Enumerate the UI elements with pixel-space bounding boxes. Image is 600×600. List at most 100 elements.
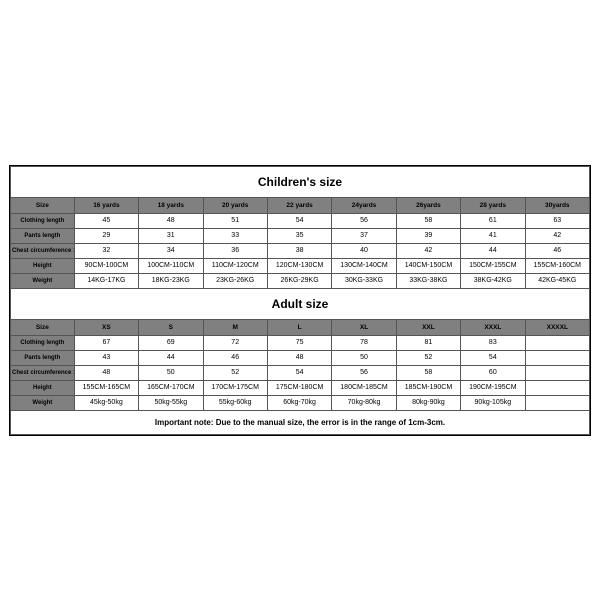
adult-header-0: Size xyxy=(11,319,75,335)
adult-cell-0-5: 81 xyxy=(396,335,460,350)
adult-cell-4-3: 60kg-70kg xyxy=(267,395,331,410)
children-cell-2-7: 46 xyxy=(525,243,589,258)
children-cell-2-3: 38 xyxy=(267,243,331,258)
adult-cell-0-4: 78 xyxy=(332,335,396,350)
children-cell-0-6: 61 xyxy=(461,213,525,228)
children-row-label-3: Height xyxy=(11,258,75,273)
children-cell-1-0: 29 xyxy=(74,228,138,243)
adult-cell-2-0: 48 xyxy=(74,365,138,380)
children-cell-1-5: 39 xyxy=(396,228,460,243)
adult-cell-2-1: 50 xyxy=(139,365,203,380)
children-cell-3-2: 110CM-120CM xyxy=(203,258,267,273)
adult-cell-4-1: 50kg-55kg xyxy=(139,395,203,410)
adult-cell-2-7 xyxy=(525,365,589,380)
adult-cell-0-3: 75 xyxy=(267,335,331,350)
children-title: Children's size xyxy=(11,166,590,197)
children-cell-4-2: 23KG-26KG xyxy=(203,273,267,288)
adult-row-label-4: Weight xyxy=(11,395,75,410)
adult-cell-4-6: 90kg-105kg xyxy=(461,395,525,410)
children-header-row: Size16 yards18 yards20 yards22 yards24ya… xyxy=(11,197,590,213)
children-cell-2-0: 32 xyxy=(74,243,138,258)
children-row-0: Clothing length4548515456586163 xyxy=(11,213,590,228)
adult-header-5: XL xyxy=(332,319,396,335)
adult-row-2: Chest circumference 1/248505254565860 xyxy=(11,365,590,380)
adult-cell-4-4: 70kg-80kg xyxy=(332,395,396,410)
children-row-label-1: Pants length xyxy=(11,228,75,243)
children-cell-4-0: 14KG-17KG xyxy=(74,273,138,288)
children-cell-4-3: 26KG-29KG xyxy=(267,273,331,288)
adult-cell-0-7 xyxy=(525,335,589,350)
important-note: Important note: Due to the manual size, … xyxy=(11,410,590,434)
adult-cell-1-4: 50 xyxy=(332,350,396,365)
adult-row-4: Weight45kg-50kg50kg-55kg55kg-60kg60kg-70… xyxy=(11,395,590,410)
children-row-2: Chest circumference 1/23234363840424446 xyxy=(11,243,590,258)
adult-cell-2-3: 54 xyxy=(267,365,331,380)
children-cell-0-3: 54 xyxy=(267,213,331,228)
adult-row-1: Pants length43444648505254 xyxy=(11,350,590,365)
adult-cell-0-1: 69 xyxy=(139,335,203,350)
children-cell-0-4: 56 xyxy=(332,213,396,228)
children-cell-0-1: 48 xyxy=(139,213,203,228)
children-cell-1-2: 33 xyxy=(203,228,267,243)
adult-row-3: Height155CM-165CM165CM-170CM170CM-175CM1… xyxy=(11,380,590,395)
children-cell-4-1: 18KG-23KG xyxy=(139,273,203,288)
children-row-label-0: Clothing length xyxy=(11,213,75,228)
children-row-3: Height90CM-100CM100CM-110CM110CM-120CM12… xyxy=(11,258,590,273)
adult-row-0: Clothing length67697275788183 xyxy=(11,335,590,350)
adult-header-1: XS xyxy=(74,319,138,335)
children-header-6: 26yards xyxy=(396,197,460,213)
adult-cell-4-5: 80kg-90kg xyxy=(396,395,460,410)
children-cell-2-6: 44 xyxy=(461,243,525,258)
children-header-2: 18 yards xyxy=(139,197,203,213)
children-cell-0-2: 51 xyxy=(203,213,267,228)
children-header-8: 30yards xyxy=(525,197,589,213)
adult-cell-1-2: 46 xyxy=(203,350,267,365)
adult-row-label-1: Pants length xyxy=(11,350,75,365)
children-row-label-2: Chest circumference 1/2 xyxy=(11,243,75,258)
children-cell-4-7: 42KG-45KG xyxy=(525,273,589,288)
children-cell-3-5: 140CM-150CM xyxy=(396,258,460,273)
children-cell-4-6: 38KG-42KG xyxy=(461,273,525,288)
adult-header-row: SizeXSSMLXLXXLXXXLXXXXL xyxy=(11,319,590,335)
children-cell-3-0: 90CM-100CM xyxy=(74,258,138,273)
children-cell-4-5: 33KG-38KG xyxy=(396,273,460,288)
children-header-5: 24yards xyxy=(332,197,396,213)
adult-cell-3-1: 165CM-170CM xyxy=(139,380,203,395)
adult-header-4: L xyxy=(267,319,331,335)
adult-cell-1-7 xyxy=(525,350,589,365)
adult-cell-1-6: 54 xyxy=(461,350,525,365)
adult-cell-3-2: 170CM-175CM xyxy=(203,380,267,395)
adult-row-label-3: Height xyxy=(11,380,75,395)
adult-header-8: XXXXL xyxy=(525,319,589,335)
adult-cell-1-1: 44 xyxy=(139,350,203,365)
size-table: Children's sizeSize16 yards18 yards20 ya… xyxy=(10,166,590,435)
children-cell-3-4: 130CM-140CM xyxy=(332,258,396,273)
adult-cell-1-3: 48 xyxy=(267,350,331,365)
children-header-4: 22 yards xyxy=(267,197,331,213)
adult-cell-1-5: 52 xyxy=(396,350,460,365)
children-cell-1-4: 37 xyxy=(332,228,396,243)
children-cell-2-1: 34 xyxy=(139,243,203,258)
adult-header-2: S xyxy=(139,319,203,335)
children-cell-0-0: 45 xyxy=(74,213,138,228)
adult-cell-1-0: 43 xyxy=(74,350,138,365)
adult-cell-0-2: 72 xyxy=(203,335,267,350)
adult-cell-3-3: 175CM-180CM xyxy=(267,380,331,395)
children-cell-0-5: 58 xyxy=(396,213,460,228)
children-cell-3-7: 155CM-160CM xyxy=(525,258,589,273)
adult-cell-2-6: 60 xyxy=(461,365,525,380)
adult-row-label-2: Chest circumference 1/2 xyxy=(11,365,75,380)
children-cell-2-5: 42 xyxy=(396,243,460,258)
children-cell-0-7: 63 xyxy=(525,213,589,228)
adult-cell-4-7 xyxy=(525,395,589,410)
adult-cell-2-2: 52 xyxy=(203,365,267,380)
adult-cell-4-2: 55kg-60kg xyxy=(203,395,267,410)
adult-cell-0-6: 83 xyxy=(461,335,525,350)
children-row-4: Weight14KG-17KG18KG-23KG23KG-26KG26KG-29… xyxy=(11,273,590,288)
children-cell-1-1: 31 xyxy=(139,228,203,243)
adult-cell-3-5: 185CM-190CM xyxy=(396,380,460,395)
children-row-label-4: Weight xyxy=(11,273,75,288)
size-chart-container: Children's sizeSize16 yards18 yards20 ya… xyxy=(9,165,591,436)
children-cell-1-6: 41 xyxy=(461,228,525,243)
children-header-3: 20 yards xyxy=(203,197,267,213)
